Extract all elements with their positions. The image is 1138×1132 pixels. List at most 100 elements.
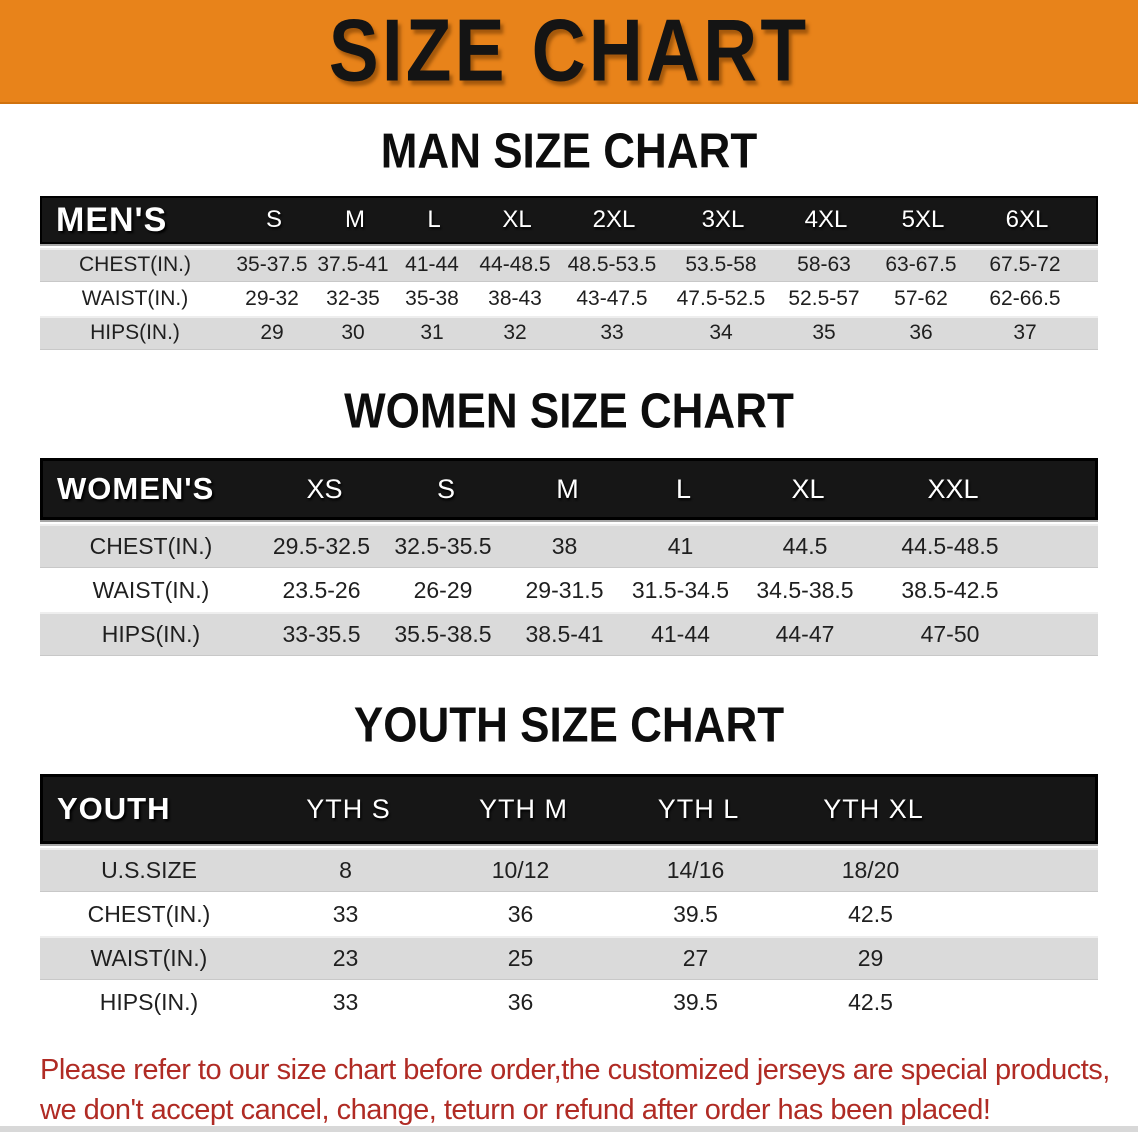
disclaimer: Please refer to our size chart before or… bbox=[40, 1050, 1138, 1130]
men-size-table: MEN'S S M L XL 2XL 3XL 4XL 5XL 6XL CHEST(IN.) 35-37… bbox=[40, 196, 1098, 350]
row-value: 44.5-48.5 bbox=[901, 532, 999, 559]
row-value: 39.5 bbox=[673, 900, 718, 927]
men-table-header: MEN'S S M L XL 2XL 3XL 4XL 5XL 6XL bbox=[40, 196, 1098, 244]
row-value: 42.5 bbox=[848, 988, 893, 1015]
disclaimer-line-2: we don't accept cancel, change, teturn o… bbox=[40, 1094, 991, 1126]
row-value: 32-35 bbox=[326, 287, 380, 310]
youth-column-header-3: YTH XL bbox=[823, 793, 924, 824]
women-table-row: HIPS(IN.) 33-35.5 35.5-38.5 38.5-41 41-44 44-… bbox=[40, 612, 1098, 656]
row-value: 33 bbox=[332, 988, 359, 1015]
men-column-header-5: 3XL bbox=[701, 206, 745, 233]
row-value: 42.5 bbox=[848, 900, 893, 927]
women-column-header-1: S bbox=[436, 473, 455, 504]
row-value: 38 bbox=[551, 532, 578, 559]
youth-column-header-1: YTH M bbox=[479, 793, 568, 824]
row-value: 41 bbox=[667, 532, 694, 559]
row-value: 47-50 bbox=[920, 620, 980, 647]
row-value: 48.5-53.5 bbox=[567, 253, 657, 276]
women-table-row: WAIST(IN.) 23.5-26 26-29 29-31.5 31.5-34.5 34… bbox=[40, 568, 1098, 612]
women-column-header-2: M bbox=[556, 473, 579, 504]
row-value: 47.5-52.5 bbox=[676, 287, 766, 310]
row-value: 37.5-41 bbox=[317, 253, 389, 276]
row-value: 41-44 bbox=[651, 620, 710, 647]
women-size-table: WOMEN'S XS S M L XL XXL CHEST(IN.) 29.5-32.5 32.5… bbox=[40, 458, 1098, 656]
row-value: 14/16 bbox=[666, 856, 725, 883]
row-value: 37 bbox=[1013, 321, 1037, 344]
men-table-row: CHEST(IN.) 35-37.5 37.5-41 41-44 44-48.5 48.5… bbox=[40, 248, 1098, 282]
youth-column-header-2: YTH L bbox=[657, 793, 740, 824]
men-column-header-4: 2XL bbox=[592, 206, 636, 233]
youth-table-row: HIPS(IN.) 33 36 39.5 42.5 bbox=[40, 980, 1098, 1024]
row-value: 36 bbox=[507, 900, 534, 927]
row-value: 36 bbox=[507, 988, 534, 1015]
row-value: 35-37.5 bbox=[236, 253, 308, 276]
row-value: 29-32 bbox=[245, 287, 299, 310]
row-label: CHEST(IN.) bbox=[87, 900, 211, 927]
row-value: 34.5-38.5 bbox=[756, 576, 854, 603]
women-section: WOMEN SIZE CHART WOMEN'S XS S M L XL XXL CHEST(… bbox=[0, 384, 1138, 656]
row-value: 62-66.5 bbox=[989, 287, 1061, 310]
row-value: 32.5-35.5 bbox=[394, 532, 492, 559]
row-value: 38-43 bbox=[488, 287, 542, 310]
row-value: 26-29 bbox=[413, 576, 473, 603]
row-value: 58-63 bbox=[797, 253, 851, 276]
row-value: 67.5-72 bbox=[989, 253, 1061, 276]
row-value: 32 bbox=[503, 321, 527, 344]
row-value: 53.5-58 bbox=[685, 253, 757, 276]
women-column-header-4: XL bbox=[791, 473, 825, 504]
row-value: 43-47.5 bbox=[576, 287, 648, 310]
row-value: 23 bbox=[332, 944, 359, 971]
disclaimer-line-1: Please refer to our size chart before or… bbox=[40, 1054, 1110, 1086]
women-heading: WOMEN SIZE CHART bbox=[344, 384, 794, 439]
row-value: 29-31.5 bbox=[525, 576, 604, 603]
row-value: 44.5 bbox=[782, 532, 828, 559]
row-value: 44-48.5 bbox=[479, 253, 551, 276]
women-table-header: WOMEN'S XS S M L XL XXL bbox=[40, 458, 1098, 520]
row-value: 39.5 bbox=[673, 988, 718, 1015]
row-value: 38.5-42.5 bbox=[901, 576, 999, 603]
row-value: 35 bbox=[812, 321, 836, 344]
row-value: 33 bbox=[332, 900, 359, 927]
row-label: WAIST(IN.) bbox=[90, 944, 208, 971]
bottom-edge-strip bbox=[0, 1126, 1138, 1132]
men-column-header-8: 6XL bbox=[1005, 206, 1049, 233]
row-label: HIPS(IN.) bbox=[99, 988, 199, 1015]
row-value: 44-47 bbox=[775, 620, 835, 647]
row-value: 35-38 bbox=[405, 287, 459, 310]
women-column-header-3: L bbox=[675, 473, 692, 504]
youth-table-row: WAIST(IN.) 23 25 27 29 bbox=[40, 936, 1098, 980]
row-label: HIPS(IN.) bbox=[101, 620, 201, 647]
women-table-row: CHEST(IN.) 29.5-32.5 32.5-35.5 38 41 44.5 44.5… bbox=[40, 524, 1098, 568]
row-value: 34 bbox=[709, 321, 733, 344]
row-label: WAIST(IN.) bbox=[92, 576, 210, 603]
row-value: 63-67.5 bbox=[885, 253, 957, 276]
women-column-header-5: XXL bbox=[927, 473, 979, 504]
men-column-header-0: S bbox=[265, 206, 282, 233]
men-column-header-6: 4XL bbox=[804, 206, 848, 233]
youth-table-title: YOUTH bbox=[57, 791, 171, 826]
men-column-header-7: 5XL bbox=[901, 206, 945, 233]
row-value: 33-35.5 bbox=[282, 620, 361, 647]
men-table-row: WAIST(IN.) 29-32 32-35 35-38 38-43 43-47.5 47.… bbox=[40, 282, 1098, 316]
row-value: 57-62 bbox=[894, 287, 948, 310]
row-value: 31 bbox=[420, 321, 444, 344]
men-heading: MAN SIZE CHART bbox=[380, 124, 758, 179]
row-value: 8 bbox=[339, 856, 352, 883]
men-column-header-3: XL bbox=[502, 206, 532, 233]
row-value: 41-44 bbox=[405, 253, 459, 276]
men-column-header-2: L bbox=[427, 206, 441, 233]
youth-size-table: YOUTH YTH S YTH M YTH L YTH XL U.S.SIZE 8 10/12… bbox=[40, 774, 1098, 1024]
women-table-title: WOMEN'S bbox=[57, 471, 215, 506]
row-label: WAIST(IN.) bbox=[81, 287, 189, 310]
men-section: MAN SIZE CHART MEN'S S M L XL 2XL 3XL 4XL 5XL 6XL… bbox=[0, 124, 1138, 350]
row-value: 33 bbox=[600, 321, 624, 344]
women-column-header-0: XS bbox=[306, 473, 343, 504]
youth-column-header-0: YTH S bbox=[306, 793, 391, 824]
men-table-row: HIPS(IN.) 29 30 31 32 33 34 35 36 37 bbox=[40, 316, 1098, 350]
row-value: 23.5-26 bbox=[282, 576, 361, 603]
youth-heading: YOUTH SIZE CHART bbox=[353, 698, 785, 753]
row-value: 29.5-32.5 bbox=[272, 532, 371, 559]
row-value: 38.5-41 bbox=[525, 620, 604, 647]
youth-table-row: CHEST(IN.) 33 36 39.5 42.5 bbox=[40, 892, 1098, 936]
